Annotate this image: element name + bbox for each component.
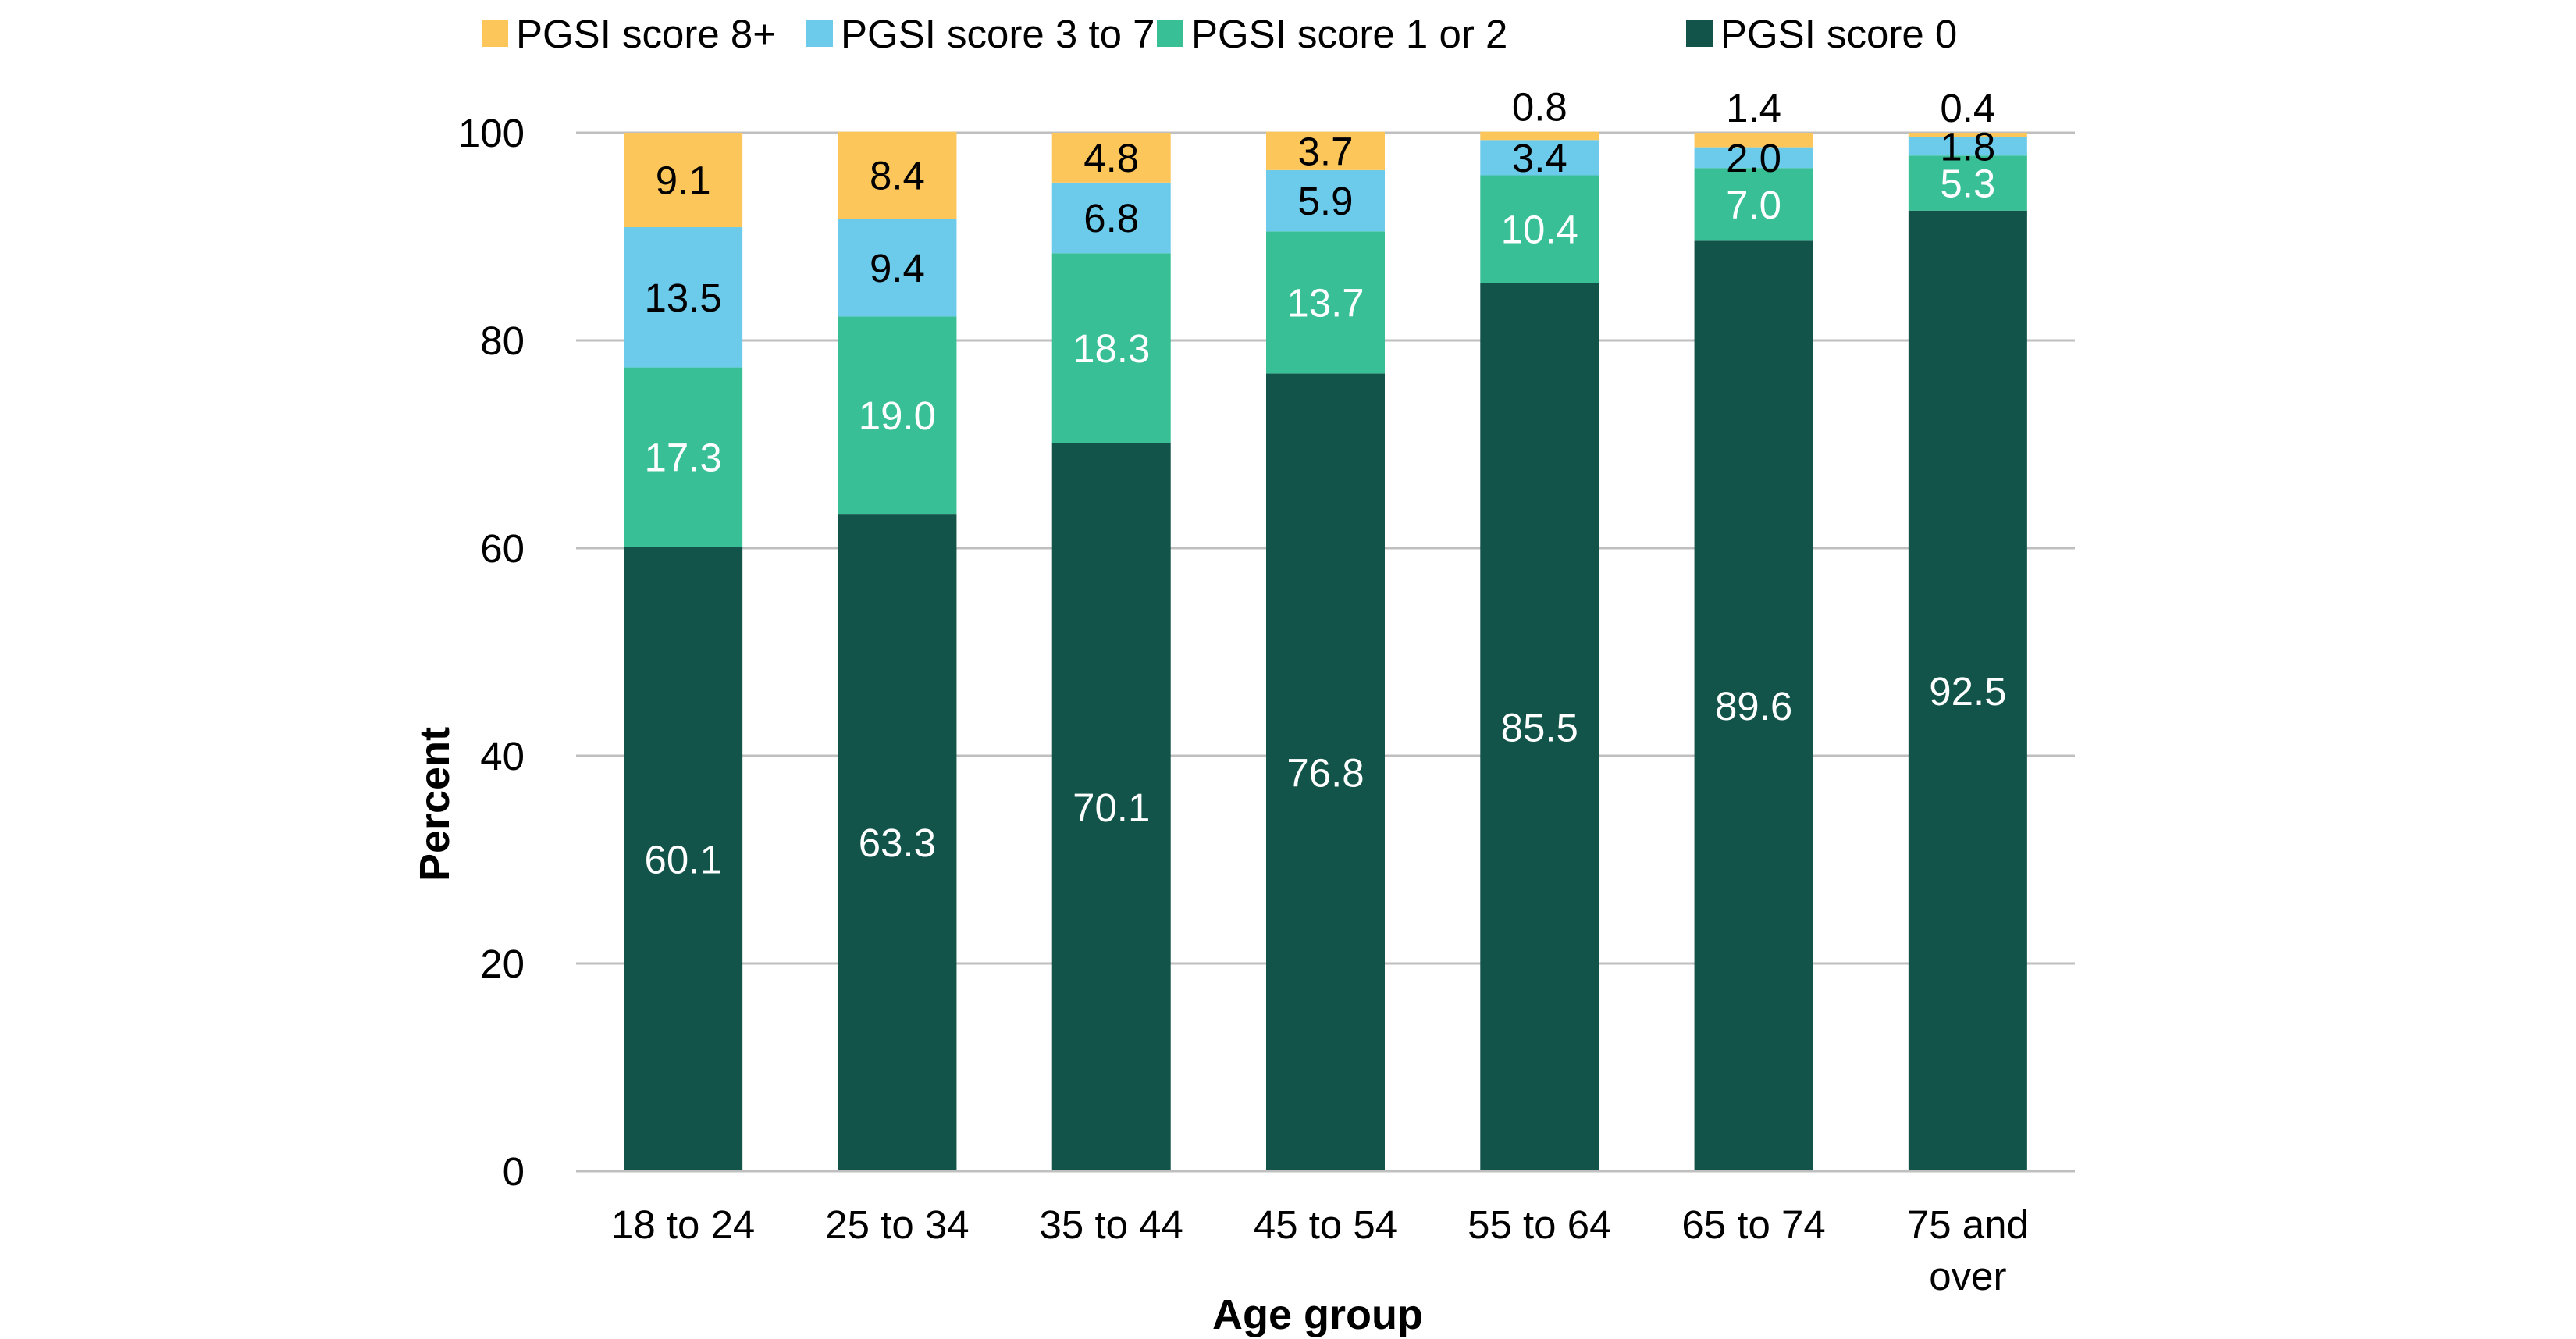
x-tick-label: 18 to 24 (611, 1202, 755, 1247)
bar-pgsi-score-1-or-2-25-to-34 (838, 316, 957, 515)
data-label: 60.1 (645, 837, 722, 881)
data-label: 13.7 (1286, 280, 1364, 325)
x-axis-title: Age group (1212, 1291, 1423, 1338)
y-tick-label: 60 (480, 526, 525, 571)
bar-pgsi-score-3-to-7-55-to-64 (1480, 140, 1599, 176)
bar-pgsi-score-3-to-7-25-to-34 (838, 219, 957, 317)
data-label: 2.0 (1726, 136, 1781, 180)
data-label: 3.7 (1298, 129, 1354, 173)
data-label: 7.0 (1726, 183, 1781, 227)
x-axis-tick-labels: 18 to 24 25 to 34 35 to 44 45 to 54 55 to 64… (611, 1202, 2029, 1298)
legend-swatch-pgsi-score-8 (482, 20, 508, 47)
bar-pgsi-score-3-to-7-18-to-24 (624, 227, 743, 368)
legend: PGSI score 8+ PGSI score 3 to 7 PGSI score… (482, 12, 1957, 56)
y-tick-label: 0 (503, 1149, 525, 1194)
data-label: 17.3 (645, 436, 722, 480)
data-label: 92.5 (1929, 669, 2006, 714)
bar-pgsi-score-1-or-2-18-to-24 (624, 367, 743, 547)
x-tick-label: 55 to 64 (1468, 1202, 1611, 1247)
data-label: 19.0 (859, 394, 936, 438)
bar-pgsi-score-1-or-2-45-to-54 (1266, 231, 1385, 374)
legend-label-pgsi-score-1-or-2: PGSI score 1 or 2 (1191, 12, 1507, 56)
data-label: 4.8 (1083, 136, 1139, 180)
x-tick-label: 75 and over (1907, 1202, 2029, 1298)
data-label: 63.3 (859, 821, 936, 865)
bar-pgsi-score-8-75-and-over (1908, 133, 2027, 137)
x-tick-label: 35 to 44 (1040, 1202, 1183, 1247)
data-label: 18.3 (1073, 326, 1150, 371)
bar-pgsi-score-8-65-to-74 (1694, 133, 1813, 148)
bar-pgsi-score-8-18-to-24 (624, 133, 743, 228)
bar-pgsi-score-0-55-to-64 (1480, 283, 1599, 1172)
bar-pgsi-score-8-25-to-34 (838, 131, 957, 219)
bar-pgsi-score-0-45-to-54 (1266, 373, 1385, 1171)
data-label: 5.9 (1298, 179, 1354, 223)
bar-pgsi-score-3-to-7-65-to-74 (1694, 147, 1813, 169)
y-tick-label: 20 (480, 942, 525, 986)
bar-pgsi-score-8-45-to-54 (1266, 131, 1385, 170)
y-tick-label: 40 (480, 734, 525, 778)
bar-pgsi-score-0-18-to-24 (624, 547, 743, 1171)
data-label: 5.3 (1940, 162, 1995, 206)
data-label: 9.1 (656, 158, 711, 203)
data-label: 10.4 (1501, 208, 1578, 252)
data-label: 1.4 (1726, 86, 1781, 130)
bar-pgsi-score-1-or-2-75-and-over (1908, 155, 2027, 211)
bar-pgsi-score-0-35-to-44 (1051, 443, 1171, 1171)
legend-label-pgsi-score-0: PGSI score 0 (1720, 12, 1957, 56)
bar-pgsi-score-8-55-to-64 (1480, 131, 1599, 141)
data-label: 6.8 (1083, 196, 1139, 240)
y-axis-title: Percent (411, 727, 458, 881)
bar-pgsi-score-1-or-2-55-to-64 (1480, 175, 1599, 283)
x-tick-label: 65 to 74 (1681, 1202, 1825, 1247)
data-label: 76.8 (1286, 750, 1364, 795)
legend-swatch-pgsi-score-3-to-7 (806, 20, 833, 47)
bar-pgsi-score-1-or-2-65-to-74 (1694, 168, 1813, 241)
bar-pgsi-score-3-to-7-75-and-over (1908, 137, 2027, 156)
data-label: 1.8 (1940, 124, 1995, 169)
bar-pgsi-score-0-65-to-74 (1694, 240, 1813, 1171)
y-axis-tick-labels: 0 20 40 60 80 100 (458, 111, 525, 1194)
bar-pgsi-score-3-to-7-35-to-44 (1051, 182, 1171, 254)
data-label: 0.8 (1512, 85, 1567, 130)
bar-pgsi-score-3-to-7-45-to-54 (1266, 169, 1385, 232)
legend-swatch-pgsi-score-0 (1686, 20, 1713, 47)
data-label: 85.5 (1501, 705, 1578, 750)
data-label: 9.4 (870, 246, 925, 290)
bar-pgsi-score-0-25-to-34 (838, 514, 957, 1171)
data-label: 89.6 (1715, 684, 1792, 728)
bar-pgsi-score-1-or-2-35-to-44 (1051, 253, 1171, 443)
x-tick-label: 25 to 34 (825, 1202, 969, 1247)
bar-pgsi-score-8-35-to-44 (1051, 133, 1171, 183)
data-label: 0.4 (1940, 86, 1995, 130)
x-tick-label: 45 to 54 (1254, 1202, 1397, 1247)
data-label: 13.5 (645, 276, 722, 320)
y-tick-label: 100 (458, 111, 525, 155)
data-labels: 60.1 17.3 13.5 9.1 63.3 19.0 9.4 8.4 70.1 18.3 6.8… (645, 85, 2007, 882)
legend-label-pgsi-score-3-to-7: PGSI score 3 to 7 (841, 12, 1155, 56)
legend-label-pgsi-score-8: PGSI score 8+ (516, 12, 776, 56)
legend-swatch-pgsi-score-1-or-2 (1157, 20, 1183, 47)
data-label: 8.4 (870, 154, 925, 198)
bars (624, 131, 2027, 1172)
data-label: 70.1 (1073, 785, 1150, 830)
bar-pgsi-score-0-75-and-over (1908, 210, 2027, 1171)
data-label: 3.4 (1512, 136, 1567, 180)
y-tick-label: 80 (480, 319, 525, 363)
